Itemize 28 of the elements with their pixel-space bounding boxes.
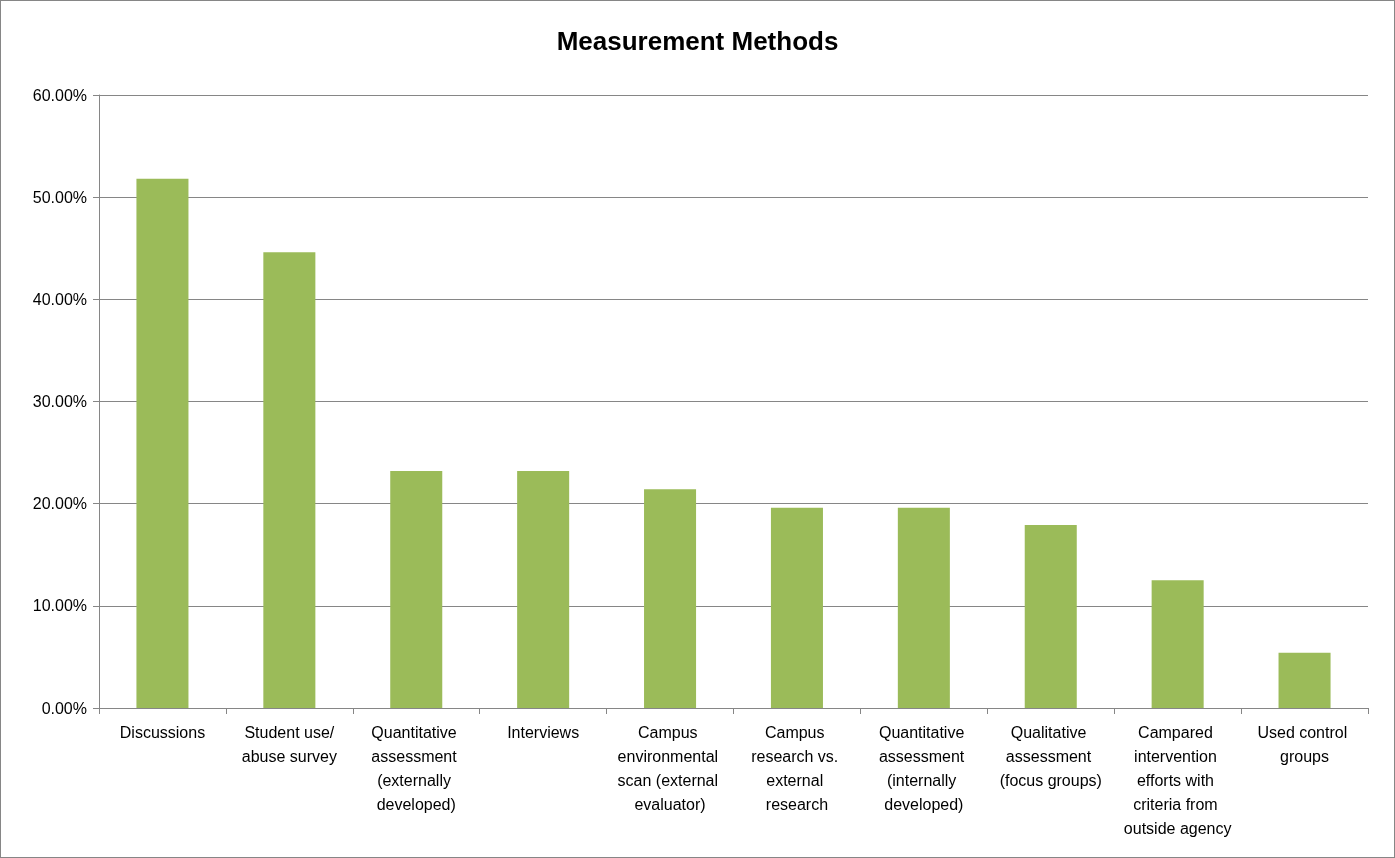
y-tick-label: 0.00%: [41, 699, 87, 717]
x-tick-label: Discussions: [119, 723, 206, 741]
x-tick-label: Quantitative assessment (internally developed): [878, 723, 969, 813]
bar: [1151, 580, 1204, 708]
x-tick-label: Student use/abuse survey: [241, 723, 337, 765]
y-tick-label: 30.00%: [32, 393, 87, 410]
bar: [263, 252, 316, 708]
chart-title: Measurement Methods: [556, 26, 839, 56]
x-tick-label: Campus environmental scan (external evaluator): [617, 723, 723, 813]
x-tick-label: Qualitative assessment (focus groups): [999, 723, 1102, 789]
bar: [897, 507, 950, 708]
x-tick-label: Quantitative assessment (externally developed): [371, 723, 462, 813]
y-tick-label: 50.00%: [32, 188, 87, 206]
y-tick-label: 10.00%: [32, 597, 87, 615]
x-tick-label: Interviews: [507, 723, 580, 741]
bar: [1278, 652, 1331, 708]
bar: [136, 178, 189, 708]
bar: [644, 489, 697, 708]
bar: [1024, 525, 1077, 708]
x-tick-label: Used control groups: [1257, 723, 1352, 765]
bar: [390, 470, 443, 708]
y-tick-label: 20.00%: [32, 495, 87, 513]
y-tick-label: 60.00%: [32, 86, 87, 104]
x-tick-label: Campared intervention efforts with criteria from outside agency: [1123, 723, 1232, 837]
bar: [517, 470, 570, 708]
bar: [770, 507, 823, 708]
y-tick-label: 40.00%: [32, 290, 87, 308]
x-tick-label: Campus research vs. external research: [751, 723, 843, 813]
